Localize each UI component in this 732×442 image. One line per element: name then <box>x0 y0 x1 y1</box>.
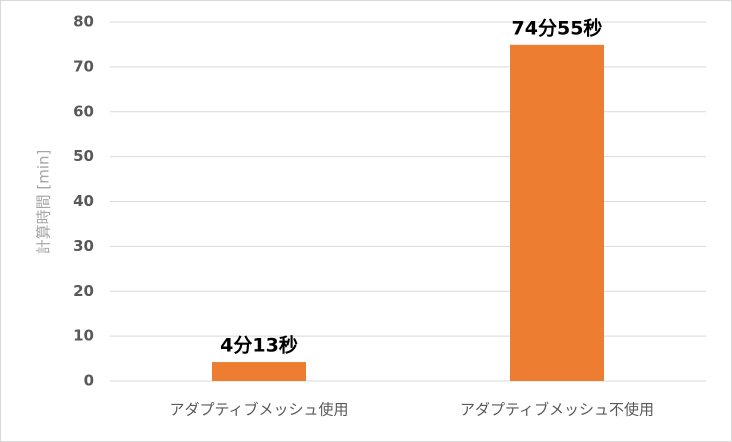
x-tick-label: アダプティブメッシュ使用 <box>169 401 348 419</box>
bar <box>510 44 604 381</box>
y-axis-label: 計算時間 [min] <box>35 150 53 255</box>
y-tick-label: 70 <box>73 57 94 75</box>
data-label: 74分55秒 <box>512 16 603 39</box>
y-tick-label: 40 <box>73 192 94 210</box>
y-tick-label: 30 <box>73 237 94 255</box>
data-label: 4分13秒 <box>220 334 298 357</box>
y-tick-label: 50 <box>73 147 94 165</box>
y-tick-label: 0 <box>84 372 94 390</box>
y-tick-label: 20 <box>73 282 94 300</box>
x-tick-label: アダプティブメッシュ不使用 <box>460 401 654 419</box>
bar <box>212 362 306 381</box>
y-tick-label: 60 <box>73 102 94 120</box>
y-tick-label: 10 <box>73 327 94 345</box>
y-tick-label: 80 <box>73 13 94 31</box>
